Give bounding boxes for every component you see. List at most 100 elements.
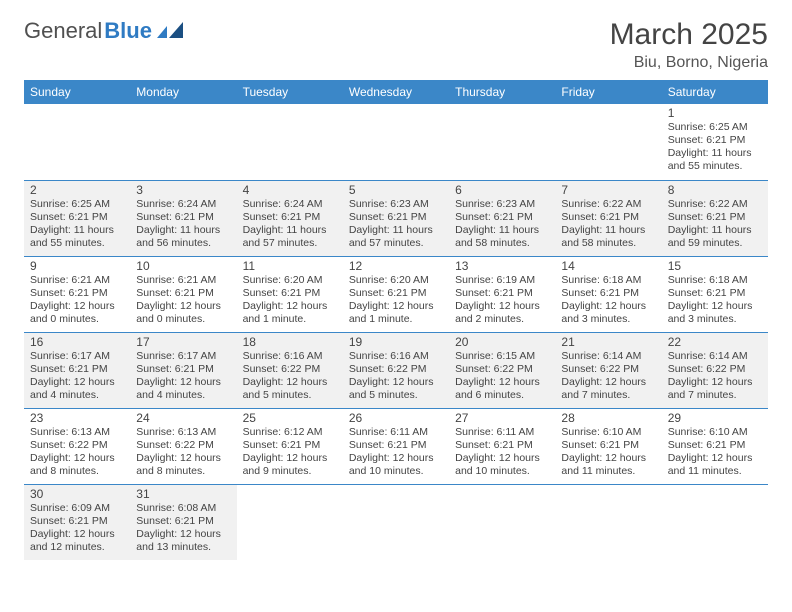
sunset-text: Sunset: 6:21 PM	[668, 287, 762, 300]
day-info: Sunrise: 6:25 AMSunset: 6:21 PMDaylight:…	[30, 198, 124, 251]
daylight-text: Daylight: 12 hours and 5 minutes.	[349, 376, 443, 402]
weekday-header: Tuesday	[237, 80, 343, 104]
sunset-text: Sunset: 6:21 PM	[455, 287, 549, 300]
day-info: Sunrise: 6:20 AMSunset: 6:21 PMDaylight:…	[349, 274, 443, 327]
day-info: Sunrise: 6:24 AMSunset: 6:21 PMDaylight:…	[243, 198, 337, 251]
day-number: 25	[243, 411, 337, 425]
calendar-day-cell: 15Sunrise: 6:18 AMSunset: 6:21 PMDayligh…	[662, 256, 768, 332]
sunset-text: Sunset: 6:21 PM	[668, 439, 762, 452]
daylight-text: Daylight: 12 hours and 0 minutes.	[136, 300, 230, 326]
day-number: 24	[136, 411, 230, 425]
daylight-text: Daylight: 12 hours and 8 minutes.	[136, 452, 230, 478]
daylight-text: Daylight: 12 hours and 9 minutes.	[243, 452, 337, 478]
sunrise-text: Sunrise: 6:23 AM	[349, 198, 443, 211]
sunset-text: Sunset: 6:22 PM	[30, 439, 124, 452]
day-number: 12	[349, 259, 443, 273]
day-number: 2	[30, 183, 124, 197]
daylight-text: Daylight: 12 hours and 6 minutes.	[455, 376, 549, 402]
day-number: 7	[561, 183, 655, 197]
day-info: Sunrise: 6:20 AMSunset: 6:21 PMDaylight:…	[243, 274, 337, 327]
calendar-day-cell	[343, 484, 449, 560]
day-number: 14	[561, 259, 655, 273]
calendar-day-cell	[237, 484, 343, 560]
sunset-text: Sunset: 6:21 PM	[136, 287, 230, 300]
calendar-week-row: 1Sunrise: 6:25 AMSunset: 6:21 PMDaylight…	[24, 104, 768, 180]
sunset-text: Sunset: 6:21 PM	[243, 211, 337, 224]
day-info: Sunrise: 6:25 AMSunset: 6:21 PMDaylight:…	[668, 121, 762, 174]
sunset-text: Sunset: 6:21 PM	[30, 287, 124, 300]
sunrise-text: Sunrise: 6:16 AM	[243, 350, 337, 363]
day-info: Sunrise: 6:19 AMSunset: 6:21 PMDaylight:…	[455, 274, 549, 327]
calendar-day-cell: 31Sunrise: 6:08 AMSunset: 6:21 PMDayligh…	[130, 484, 236, 560]
daylight-text: Daylight: 12 hours and 3 minutes.	[668, 300, 762, 326]
sunset-text: Sunset: 6:21 PM	[455, 439, 549, 452]
calendar-week-row: 16Sunrise: 6:17 AMSunset: 6:21 PMDayligh…	[24, 332, 768, 408]
daylight-text: Daylight: 12 hours and 4 minutes.	[136, 376, 230, 402]
sunset-text: Sunset: 6:21 PM	[349, 439, 443, 452]
weekday-header-row: Sunday Monday Tuesday Wednesday Thursday…	[24, 80, 768, 104]
day-number: 1	[668, 106, 762, 120]
day-info: Sunrise: 6:17 AMSunset: 6:21 PMDaylight:…	[30, 350, 124, 403]
daylight-text: Daylight: 11 hours and 59 minutes.	[668, 224, 762, 250]
day-info: Sunrise: 6:10 AMSunset: 6:21 PMDaylight:…	[668, 426, 762, 479]
day-number: 31	[136, 487, 230, 501]
sunrise-text: Sunrise: 6:17 AM	[136, 350, 230, 363]
calendar-day-cell: 17Sunrise: 6:17 AMSunset: 6:21 PMDayligh…	[130, 332, 236, 408]
calendar-day-cell: 23Sunrise: 6:13 AMSunset: 6:22 PMDayligh…	[24, 408, 130, 484]
day-number: 3	[136, 183, 230, 197]
sunrise-text: Sunrise: 6:11 AM	[349, 426, 443, 439]
sunset-text: Sunset: 6:21 PM	[349, 287, 443, 300]
calendar-day-cell: 28Sunrise: 6:10 AMSunset: 6:21 PMDayligh…	[555, 408, 661, 484]
day-number: 15	[668, 259, 762, 273]
calendar-week-row: 30Sunrise: 6:09 AMSunset: 6:21 PMDayligh…	[24, 484, 768, 560]
sunset-text: Sunset: 6:21 PM	[668, 134, 762, 147]
weekday-header: Wednesday	[343, 80, 449, 104]
day-info: Sunrise: 6:11 AMSunset: 6:21 PMDaylight:…	[455, 426, 549, 479]
day-info: Sunrise: 6:24 AMSunset: 6:21 PMDaylight:…	[136, 198, 230, 251]
sunrise-text: Sunrise: 6:12 AM	[243, 426, 337, 439]
day-info: Sunrise: 6:09 AMSunset: 6:21 PMDaylight:…	[30, 502, 124, 555]
day-number: 9	[30, 259, 124, 273]
calendar-day-cell	[343, 104, 449, 180]
calendar-day-cell: 26Sunrise: 6:11 AMSunset: 6:21 PMDayligh…	[343, 408, 449, 484]
day-number: 27	[455, 411, 549, 425]
daylight-text: Daylight: 12 hours and 12 minutes.	[30, 528, 124, 554]
daylight-text: Daylight: 12 hours and 11 minutes.	[668, 452, 762, 478]
daylight-text: Daylight: 12 hours and 11 minutes.	[561, 452, 655, 478]
calendar-day-cell: 21Sunrise: 6:14 AMSunset: 6:22 PMDayligh…	[555, 332, 661, 408]
day-number: 10	[136, 259, 230, 273]
calendar-day-cell	[662, 484, 768, 560]
sunset-text: Sunset: 6:21 PM	[30, 363, 124, 376]
sunset-text: Sunset: 6:22 PM	[136, 439, 230, 452]
calendar-day-cell: 5Sunrise: 6:23 AMSunset: 6:21 PMDaylight…	[343, 180, 449, 256]
day-number: 29	[668, 411, 762, 425]
day-info: Sunrise: 6:14 AMSunset: 6:22 PMDaylight:…	[561, 350, 655, 403]
day-info: Sunrise: 6:08 AMSunset: 6:21 PMDaylight:…	[136, 502, 230, 555]
daylight-text: Daylight: 11 hours and 57 minutes.	[349, 224, 443, 250]
calendar-day-cell: 9Sunrise: 6:21 AMSunset: 6:21 PMDaylight…	[24, 256, 130, 332]
sunrise-text: Sunrise: 6:18 AM	[668, 274, 762, 287]
daylight-text: Daylight: 12 hours and 10 minutes.	[349, 452, 443, 478]
day-info: Sunrise: 6:22 AMSunset: 6:21 PMDaylight:…	[668, 198, 762, 251]
day-info: Sunrise: 6:18 AMSunset: 6:21 PMDaylight:…	[668, 274, 762, 327]
calendar-day-cell: 6Sunrise: 6:23 AMSunset: 6:21 PMDaylight…	[449, 180, 555, 256]
sunset-text: Sunset: 6:21 PM	[561, 287, 655, 300]
sunset-text: Sunset: 6:21 PM	[136, 363, 230, 376]
day-info: Sunrise: 6:23 AMSunset: 6:21 PMDaylight:…	[455, 198, 549, 251]
calendar-week-row: 2Sunrise: 6:25 AMSunset: 6:21 PMDaylight…	[24, 180, 768, 256]
calendar-day-cell: 3Sunrise: 6:24 AMSunset: 6:21 PMDaylight…	[130, 180, 236, 256]
sunrise-text: Sunrise: 6:21 AM	[136, 274, 230, 287]
sunset-text: Sunset: 6:21 PM	[30, 211, 124, 224]
day-info: Sunrise: 6:14 AMSunset: 6:22 PMDaylight:…	[668, 350, 762, 403]
calendar-day-cell	[555, 104, 661, 180]
title-block: March 2025 Biu, Borno, Nigeria	[610, 18, 768, 72]
calendar-day-cell: 30Sunrise: 6:09 AMSunset: 6:21 PMDayligh…	[24, 484, 130, 560]
day-number: 8	[668, 183, 762, 197]
day-info: Sunrise: 6:23 AMSunset: 6:21 PMDaylight:…	[349, 198, 443, 251]
calendar-day-cell: 13Sunrise: 6:19 AMSunset: 6:21 PMDayligh…	[449, 256, 555, 332]
daylight-text: Daylight: 12 hours and 1 minute.	[243, 300, 337, 326]
calendar-day-cell: 2Sunrise: 6:25 AMSunset: 6:21 PMDaylight…	[24, 180, 130, 256]
sunrise-text: Sunrise: 6:13 AM	[136, 426, 230, 439]
calendar-day-cell	[449, 104, 555, 180]
daylight-text: Daylight: 12 hours and 4 minutes.	[30, 376, 124, 402]
